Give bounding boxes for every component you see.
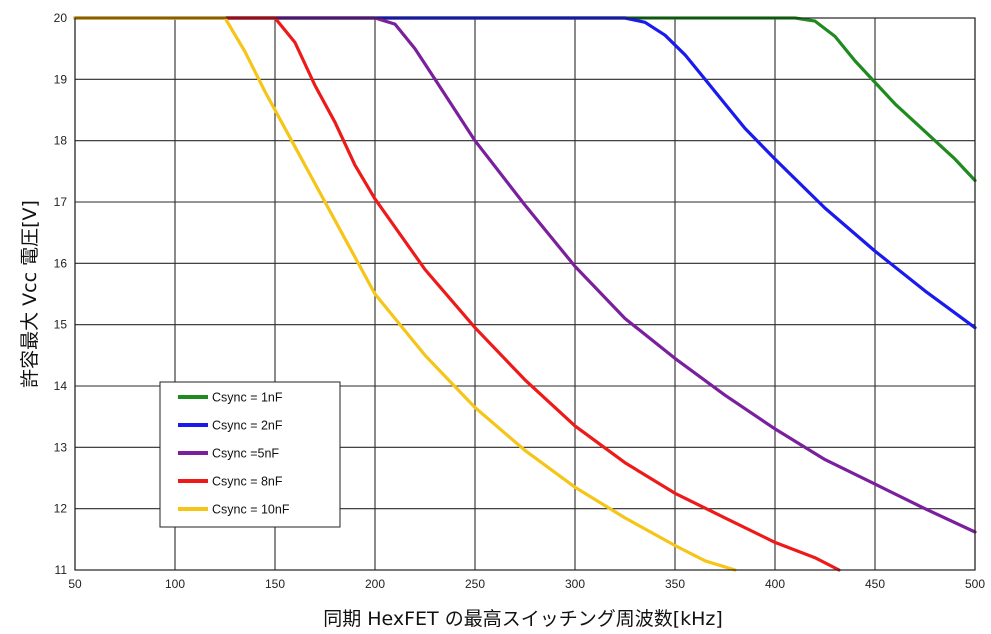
x-axis-tick-labels: 50 100 150 200 250 300 350 400 450 500 xyxy=(68,577,985,591)
y-axis-title: 許容最大 Vcc 電圧[V] xyxy=(19,200,41,388)
x-tick-label: 200 xyxy=(365,577,385,591)
series-line xyxy=(73,16,977,183)
legend-label: Csync = 2nF xyxy=(212,419,283,433)
x-tick-label: 450 xyxy=(865,577,885,591)
series-line xyxy=(73,16,841,572)
x-tick-label: 400 xyxy=(765,577,785,591)
legend-label: Csync = 10nF xyxy=(212,503,290,517)
legend: Csync = 1nF Csync = 2nF Csync =5nF Csync = … xyxy=(159,381,341,528)
y-tick-label: 18 xyxy=(54,134,68,148)
x-axis-title: 同期 HexFET の最高スイッチング周波数[kHz] xyxy=(323,608,723,630)
x-tick-label: 150 xyxy=(265,577,285,591)
x-tick-label: 350 xyxy=(665,577,685,591)
x-tick-label: 300 xyxy=(565,577,585,591)
y-tick-label: 15 xyxy=(54,318,68,332)
y-tick-label: 16 xyxy=(54,256,68,270)
x-tick-label: 250 xyxy=(465,577,485,591)
x-tick-label: 50 xyxy=(68,577,82,591)
y-tick-label: 11 xyxy=(55,563,68,577)
series-line xyxy=(73,16,977,330)
y-axis-tick-labels: 11 12 13 14 15 16 17 18 19 20 xyxy=(54,11,68,577)
y-tick-label: 14 xyxy=(54,379,68,393)
plot-area-border xyxy=(74,17,976,571)
y-tick-label: 20 xyxy=(54,11,68,25)
x-tick-label: 500 xyxy=(965,577,985,591)
x-tick-label: 100 xyxy=(165,577,185,591)
series-line xyxy=(73,16,737,572)
legend-label: Csync =5nF xyxy=(212,447,279,461)
y-tick-label: 13 xyxy=(54,440,68,454)
y-tick-label: 12 xyxy=(54,502,68,516)
y-tick-label: 17 xyxy=(54,195,68,209)
y-tick-label: 19 xyxy=(54,72,68,86)
legend-label: Csync = 1nF xyxy=(212,391,283,405)
series-line xyxy=(73,16,977,534)
legend-label: Csync = 8nF xyxy=(212,475,283,489)
